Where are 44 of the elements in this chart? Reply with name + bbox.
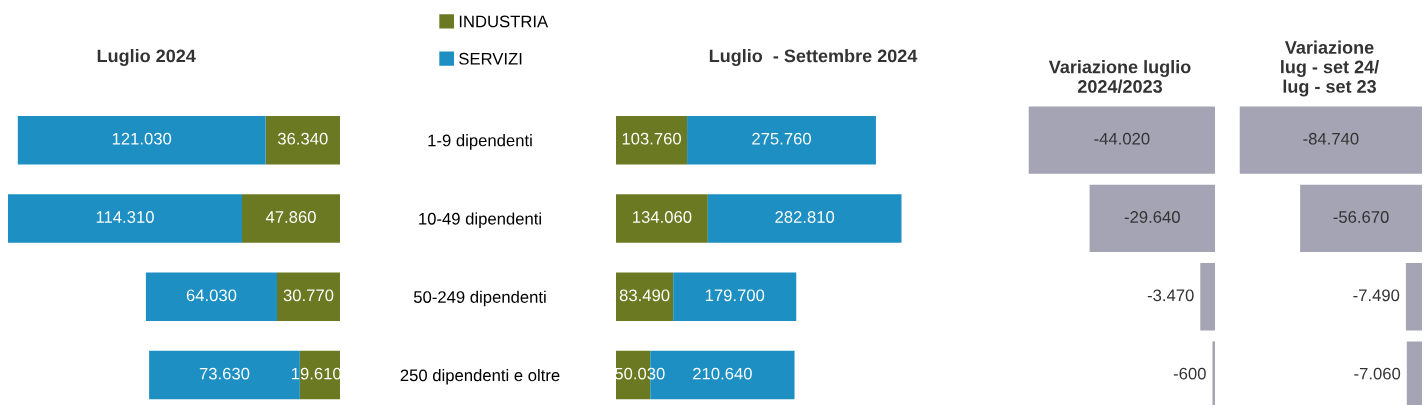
- data-label: -7.490: [1353, 289, 1400, 302]
- data-label: 179.700: [705, 289, 765, 302]
- data-label: -84.740: [1303, 132, 1359, 145]
- y-tick-label: 250 dipendenti e oltre: [400, 369, 560, 385]
- data-label: 282.810: [775, 211, 835, 223]
- bar: [707, 194, 902, 243]
- data-label: 36.340: [277, 132, 328, 145]
- chart-title: Variazione lug - set 24/ lug - set 23: [1281, 40, 1379, 97]
- bar: [687, 115, 876, 165]
- data-label: 103.760: [622, 132, 682, 145]
- data-label: -3.470: [1147, 289, 1194, 302]
- bar: [265, 115, 340, 165]
- data-label: 121.030: [112, 132, 172, 145]
- data-label: -29.640: [1124, 211, 1180, 223]
- data-label: 275.760: [752, 132, 811, 145]
- data-label: -44.020: [1094, 132, 1150, 145]
- chart-title: Luglio - Settembre 2024: [709, 49, 918, 66]
- legend-label: SERVIZI: [459, 52, 522, 65]
- data-label: 134.060: [633, 211, 692, 223]
- bar: [673, 272, 797, 322]
- bar: [616, 194, 708, 243]
- data-label: -56.670: [1333, 211, 1389, 223]
- bar: [616, 272, 674, 322]
- data-label: 210.640: [693, 367, 752, 380]
- bar: [616, 115, 688, 165]
- bar: [7, 194, 243, 243]
- bar: [17, 115, 266, 165]
- data-label: 64.030: [186, 289, 237, 302]
- data-label: -7.060: [1354, 367, 1401, 380]
- chart-title: Variazione luglio 2024/2023: [1048, 60, 1191, 94]
- bar: [242, 194, 340, 243]
- y-tick-label: 50-249 dipendenti: [413, 290, 546, 307]
- data-label: -600: [1173, 367, 1206, 380]
- data-label: 30.770: [283, 289, 334, 302]
- data-label: 73.630: [199, 367, 250, 380]
- data-label: 47.860: [265, 211, 316, 223]
- y-tick-label: 10-49 dipendenti: [419, 212, 541, 228]
- y-tick-label: 1-9 dipendenti: [428, 134, 532, 150]
- data-label: 114.310: [96, 211, 154, 223]
- chart-title: Luglio 2024: [97, 49, 196, 66]
- bar: [277, 272, 340, 322]
- bar: [145, 272, 277, 322]
- legend-label: INDUSTRIA: [459, 15, 549, 28]
- data-label: 83.490: [619, 289, 670, 302]
